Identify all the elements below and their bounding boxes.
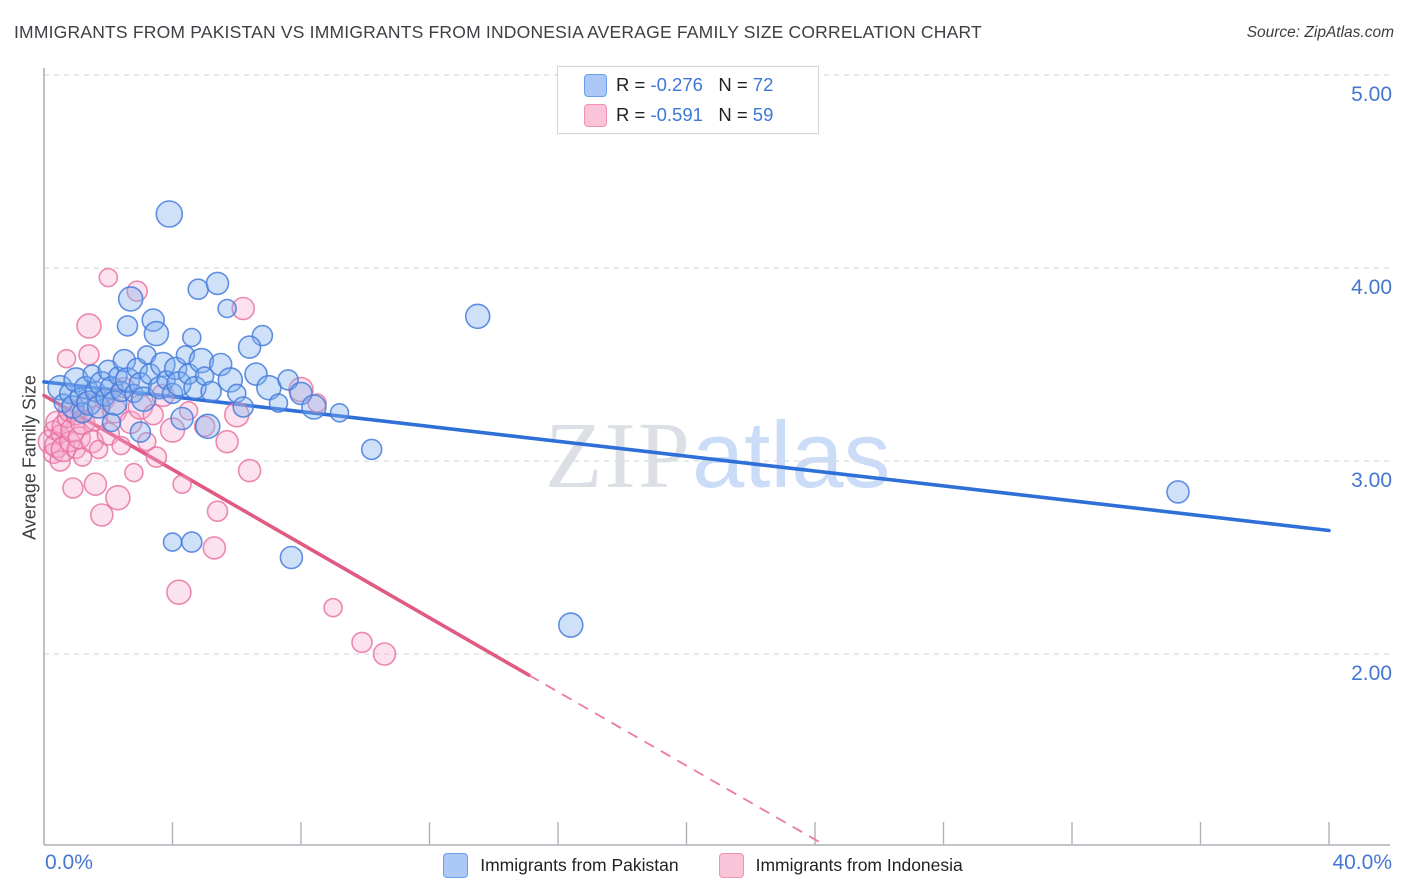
bottom-legend-swatch-pakistan: [443, 852, 469, 878]
bottom-legend-label-pakistan: Immigrants from Pakistan: [480, 854, 679, 875]
scatter-point-indonesia[interactable]: [76, 313, 102, 339]
scatter-point-indonesia[interactable]: [56, 348, 77, 369]
scatter-point-pakistan[interactable]: [208, 352, 233, 377]
y-axis-title: Average Family Size: [19, 375, 40, 540]
scatter-point-pakistan[interactable]: [82, 364, 102, 384]
scatter-point-pakistan[interactable]: [251, 324, 274, 347]
scatter-point-indonesia[interactable]: [62, 477, 84, 499]
scatter-point-indonesia[interactable]: [111, 435, 131, 456]
scatter-point-pakistan[interactable]: [61, 395, 85, 419]
watermark-atlas: atlas: [692, 402, 891, 507]
scatter-point-pakistan[interactable]: [101, 390, 128, 416]
scatter-point-pakistan[interactable]: [217, 298, 237, 319]
x-axis-min-label: 0.0%: [45, 851, 93, 874]
scatter-point-pakistan[interactable]: [150, 351, 176, 378]
bottom-legend-label-indonesia: Immigrants from Indonesia: [755, 854, 963, 875]
scatter-point-pakistan[interactable]: [117, 286, 144, 312]
scatter-point-pakistan[interactable]: [217, 367, 244, 393]
scatter-point-pakistan[interactable]: [200, 380, 222, 403]
scatter-point-pakistan[interactable]: [162, 532, 183, 552]
scatter-point-indonesia[interactable]: [90, 503, 114, 527]
scatter-point-pakistan[interactable]: [232, 396, 254, 418]
scatter-point-pakistan[interactable]: [187, 278, 209, 301]
scatter-point-pakistan[interactable]: [268, 393, 289, 413]
watermark-zip: ZIP: [545, 404, 692, 508]
bottom-legend: Immigrants from Pakistan Immigrants from …: [0, 848, 1406, 882]
trendline-indonesia: [42, 393, 531, 678]
scatter-point-pakistan[interactable]: [47, 374, 73, 401]
bottom-legend-swatch-indonesia: [718, 852, 744, 878]
legend-box: R = -0.276 N = 72 R = -0.591 N = 59: [557, 66, 819, 134]
scatter-point-pakistan[interactable]: [170, 406, 194, 431]
y-tick-label: 2.00: [1351, 662, 1392, 685]
y-tick-label: 4.00: [1351, 276, 1392, 299]
scatter-point-indonesia[interactable]: [159, 417, 186, 443]
scatter-point-pakistan[interactable]: [360, 438, 383, 461]
y-tick-label: 5.00: [1351, 83, 1392, 106]
scatter-point-indonesia[interactable]: [78, 344, 100, 366]
source-link[interactable]: Source: ZipAtlas.com: [1246, 24, 1394, 41]
scatter-point-indonesia[interactable]: [124, 462, 144, 483]
x-axis-max-label: 40.0%: [1332, 851, 1392, 874]
scatter-point-indonesia[interactable]: [172, 474, 192, 495]
scatter-point-indonesia[interactable]: [231, 296, 255, 321]
scatter-point-pakistan[interactable]: [464, 303, 491, 330]
scatter-point-indonesia[interactable]: [206, 500, 229, 523]
scatter-point-indonesia[interactable]: [202, 536, 227, 560]
scatter-point-pakistan[interactable]: [155, 200, 184, 228]
scatter-point-indonesia[interactable]: [98, 267, 119, 288]
legend-stats-pakistan: R = -0.276 N = 72: [616, 74, 774, 95]
bottom-legend-item-indonesia[interactable]: Immigrants from Indonesia: [718, 852, 963, 878]
scatter-point-pakistan[interactable]: [194, 366, 215, 386]
scatter-point-pakistan[interactable]: [301, 394, 327, 420]
scatter-point-pakistan[interactable]: [237, 335, 262, 359]
scatter-point-indonesia[interactable]: [166, 579, 192, 606]
trendline-indonesia-extension: [528, 674, 826, 846]
y-tick-label: 3.00: [1351, 469, 1392, 492]
scatter-point-pakistan[interactable]: [181, 531, 203, 553]
scatter-point-indonesia[interactable]: [215, 429, 239, 454]
scatter-point-pakistan[interactable]: [279, 545, 304, 570]
scatter-point-indonesia[interactable]: [193, 415, 216, 438]
page-title: IMMIGRANTS FROM PAKISTAN VS IMMIGRANTS F…: [14, 22, 982, 42]
legend-stats-indonesia: R = -0.591 N = 59: [616, 104, 774, 125]
scatter-point-indonesia[interactable]: [323, 597, 343, 618]
legend-row-pakistan: R = -0.276 N = 72: [584, 72, 818, 98]
scatter-point-pakistan[interactable]: [195, 413, 221, 440]
legend-swatch-pakistan: [584, 73, 607, 97]
scatter-point-pakistan[interactable]: [329, 402, 350, 423]
scatter-point-pakistan[interactable]: [244, 362, 268, 386]
scatter-point-pakistan[interactable]: [143, 320, 170, 347]
legend-row-indonesia: R = -0.591 N = 59: [584, 102, 818, 128]
scatter-point-indonesia[interactable]: [145, 446, 168, 468]
bottom-legend-item-pakistan[interactable]: Immigrants from Pakistan: [443, 852, 679, 878]
scatter-point-pakistan[interactable]: [1166, 480, 1190, 504]
watermark: ZIPatlas: [545, 408, 891, 504]
scatter-point-indonesia[interactable]: [83, 472, 108, 497]
scatter-point-pakistan[interactable]: [188, 347, 215, 374]
trendline-pakistan: [42, 380, 1331, 533]
scatter-point-pakistan[interactable]: [116, 315, 139, 337]
scatter-point-indonesia[interactable]: [372, 642, 397, 666]
scatter-point-indonesia[interactable]: [237, 458, 262, 483]
scatter-point-pakistan[interactable]: [289, 381, 313, 406]
scatter-point-pakistan[interactable]: [182, 327, 202, 348]
scatter-point-pakistan[interactable]: [129, 421, 152, 443]
scatter-point-pakistan[interactable]: [112, 348, 137, 373]
scatter-point-pakistan[interactable]: [205, 271, 230, 296]
scatter-point-indonesia[interactable]: [351, 631, 373, 654]
scatter-point-pakistan[interactable]: [101, 412, 122, 433]
scatter-point-indonesia[interactable]: [105, 484, 131, 511]
legend-swatch-indonesia: [584, 103, 607, 127]
scatter-point-pakistan[interactable]: [557, 612, 584, 638]
